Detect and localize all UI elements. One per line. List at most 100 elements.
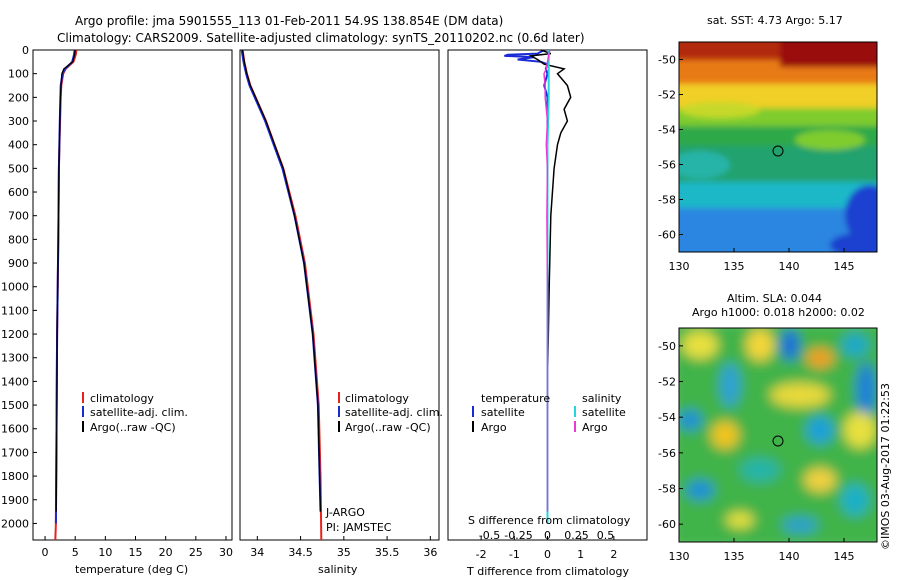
legend-satellite: satellite-adj. clim.	[90, 406, 188, 419]
difference-panel: -2 -1 0 1 2 -0.5 -0.25 0 0.25 0.5 S difference f…	[447, 49, 648, 578]
imos-stamp: ©IMOS 03-Aug-2017 01:22:53	[879, 383, 892, 550]
lat-tick-label: -56	[658, 447, 676, 460]
sst-lon-axis: 130 135 140 145	[669, 248, 855, 273]
series-line-t-argo	[528, 49, 572, 512]
series-line-argo	[55, 49, 76, 512]
x-tick-label: -2	[476, 548, 487, 561]
lat-tick-label: -54	[658, 124, 676, 137]
lat-tick-label: -54	[658, 411, 676, 424]
x-tick-label: 15	[129, 546, 143, 559]
sst-map-frame	[678, 41, 878, 253]
legend-climatology: climatology	[345, 392, 409, 405]
depth-tick-label: 1800	[1, 470, 29, 483]
x-tick-label: 2	[610, 548, 617, 561]
legend-temperature-heading: temperature	[481, 392, 550, 405]
lat-tick-label: -52	[658, 376, 676, 389]
x-tick-label: 30	[219, 546, 233, 559]
legend-swatch-satellite	[338, 406, 340, 417]
depth-tick-label: 1200	[1, 328, 29, 341]
legend-swatch-s-argo	[574, 421, 576, 432]
sla-map-subtitle: Argo h1000: 0.018 h2000: 0.02	[692, 306, 865, 319]
legend-satellite: satellite-adj. clim.	[345, 406, 443, 419]
legend-argo: Argo(..raw -QC)	[90, 421, 176, 434]
salinity-series	[240, 49, 323, 541]
s-x-tick-label: 0.5	[597, 529, 615, 542]
x-tick-label: 20	[159, 546, 173, 559]
lon-tick-label: 130	[669, 550, 690, 563]
x-tick-label: 35	[337, 546, 351, 559]
depth-tick-label: 1900	[1, 494, 29, 507]
lon-tick-label: 145	[834, 260, 855, 273]
salinity-axes	[239, 49, 440, 541]
depth-tick-label: 700	[8, 210, 29, 223]
lat-tick-label: -56	[658, 159, 676, 172]
legend-t-argo: Argo	[481, 421, 507, 434]
lat-tick-label: -58	[658, 194, 676, 207]
lon-tick-label: 140	[779, 550, 800, 563]
s-x-tick-label: -0.5	[479, 529, 500, 542]
depth-axis: 0 100 200 300 400 500 600 700 800 900 1000 1100 1200…	[1, 44, 37, 530]
lat-tick-label: -58	[658, 483, 676, 496]
legend-swatch-s-satellite	[574, 406, 576, 417]
s-difference-x-axis: -0.5 -0.25 0 0.25 0.5	[479, 529, 614, 542]
depth-tick-label: 300	[8, 115, 29, 128]
depth-tick-label: 100	[8, 68, 29, 81]
depth-tick-label: 1600	[1, 423, 29, 436]
legend-s-satellite: satellite	[582, 406, 626, 419]
lon-tick-label: 145	[834, 550, 855, 563]
temperature-panel: 0100200300400500600700800900100011001200…	[1, 44, 233, 576]
series-line-argo	[241, 49, 322, 512]
temperature-x-axis: 0 5 10 15 20 25 30	[42, 536, 233, 559]
legend-swatch-argo	[82, 421, 84, 432]
lon-tick-label: 135	[724, 260, 745, 273]
depth-tick-label: 1700	[1, 446, 29, 459]
x-tick-label: 5	[72, 546, 79, 559]
lat-tick-label: -60	[658, 229, 676, 242]
x-tick-label: 34.5	[288, 546, 313, 559]
difference-series	[504, 49, 572, 524]
figure-title-line2: Climatology: CARS2009. Satellite-adjuste…	[57, 31, 585, 45]
x-tick-label: 35.5	[375, 546, 400, 559]
depth-tick-label: 1300	[1, 352, 29, 365]
x-tick-label: 0	[42, 546, 49, 559]
annotation-pi: PI: JAMSTEC	[326, 521, 392, 534]
x-tick-label: -1	[509, 548, 520, 561]
lat-tick-label: -60	[658, 518, 676, 531]
s-x-tick-label: -0.25	[504, 529, 532, 542]
legend-swatch-argo	[338, 421, 340, 432]
legend-swatch-climatology	[82, 392, 84, 403]
depth-tick-label: 1100	[1, 304, 29, 317]
depth-tick-label: 1400	[1, 375, 29, 388]
salinity-x-axis: 34 34.5 35 35.5 36	[250, 536, 437, 559]
legend-swatch-climatology	[338, 392, 340, 403]
x-tick-label: 10	[98, 546, 112, 559]
x-tick-label: 0	[544, 548, 551, 561]
sla-map-frame	[678, 327, 878, 543]
depth-tick-label: 1500	[1, 399, 29, 412]
depth-tick-label: 2000	[1, 517, 29, 530]
annotation-jargo: J-ARGO	[325, 506, 365, 519]
legend-swatch-t-argo	[472, 421, 474, 432]
legend-t-satellite: satellite	[481, 406, 525, 419]
series-line-s-argo	[543, 49, 551, 512]
temperature-series	[54, 49, 78, 541]
legend-s-argo: Argo	[582, 421, 608, 434]
x-tick-label: 1	[577, 548, 584, 561]
legend-swatch-satellite	[82, 406, 84, 417]
lat-tick-label: -52	[658, 89, 676, 102]
legend-argo: Argo(..raw -QC)	[345, 421, 431, 434]
salinity-xlabel: salinity	[318, 563, 358, 576]
legend-salinity-heading: salinity	[582, 392, 622, 405]
depth-tick-label: 200	[8, 91, 29, 104]
x-tick-label: 34	[250, 546, 264, 559]
lat-tick-label: -50	[658, 54, 676, 67]
lon-tick-label: 140	[779, 260, 800, 273]
sla-map-panel: Altim. SLA: 0.044 Argo h1000: 0.018 h200…	[658, 292, 878, 563]
lon-tick-label: 135	[724, 550, 745, 563]
temperature-legend: climatology satellite-adj. clim. Argo(..…	[82, 392, 188, 434]
s-difference-xlabel: S difference from climatology	[468, 514, 631, 527]
depth-tick-label: 900	[8, 257, 29, 270]
legend-climatology: climatology	[90, 392, 154, 405]
sst-map-panel: sat. SST: 4.73 Argo: 5.17	[658, 14, 878, 273]
